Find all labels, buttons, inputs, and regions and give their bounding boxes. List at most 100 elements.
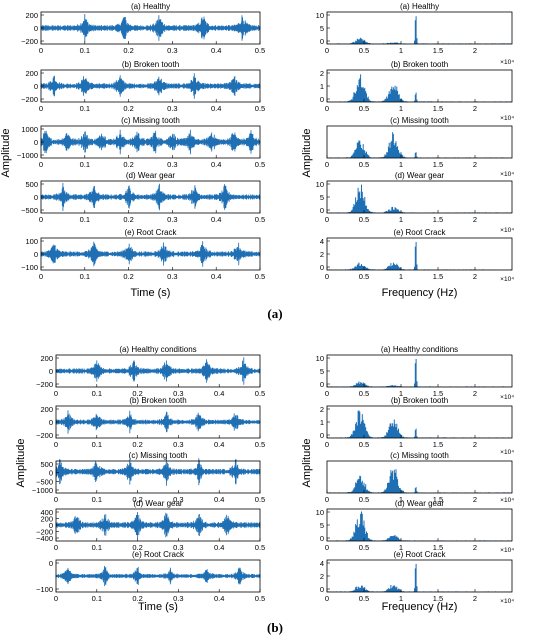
y-tick-label: −400 <box>36 534 53 543</box>
y-tick-label: 5 <box>320 193 324 202</box>
x-tick-label: 1.5 <box>433 160 443 169</box>
y-tick-label: 2 <box>320 69 324 78</box>
y-tick-label: 400 <box>40 508 53 517</box>
spectrum-bars <box>326 132 512 158</box>
panel-b-frequency-2: (b) Broken tooth 2 1 00 0.5 1 1.5 2 ×10⁴ <box>320 396 514 456</box>
y-tick-label: 4 <box>320 237 324 246</box>
y-axis-label: Amplitude <box>0 129 12 178</box>
signal-trace <box>55 511 261 539</box>
panel-title: (c) Missing tooth <box>390 116 449 125</box>
panel-b-frequency-4: (d) Wear gear 10 5 00 0.5 1 1.5 2 ×10⁴ <box>316 499 515 554</box>
y-tick-label: 5 <box>320 367 324 376</box>
x-tick-label: 0 <box>39 46 43 55</box>
x-tick-label: 1 <box>399 495 403 504</box>
y-tick-label: 1 <box>320 418 324 427</box>
y-axis-label: Amplitude <box>15 439 27 488</box>
y-tick-label: 0 <box>320 380 324 389</box>
x-tick-label: 0.5 <box>359 389 369 398</box>
x-tick-label: 0.1 <box>80 215 90 224</box>
x-axis-label: Time (s) <box>138 601 178 613</box>
spectrum-bars <box>326 410 512 438</box>
spectrum-bars <box>326 16 512 44</box>
x-tick-label: 0 <box>325 440 329 449</box>
x-tick-label: 0.5 <box>359 543 369 552</box>
x-tick-label: 0.4 <box>214 389 224 398</box>
y-tick-label: −200 <box>36 380 53 389</box>
x-tick-label: 1.5 <box>433 594 443 603</box>
signal-trace <box>40 129 261 155</box>
x-tick-label: 0.5 <box>359 440 369 449</box>
y-tick-label: 0 <box>34 250 38 259</box>
y-tick-label: −100 <box>21 263 38 272</box>
y-tick-label: 0 <box>320 95 324 104</box>
x-tick-label: 0.3 <box>173 389 183 398</box>
y-tick-label: 200 <box>25 11 38 20</box>
y-tick-label: 0 <box>320 534 324 543</box>
y-tick-label: −200 <box>21 37 38 46</box>
x-tick-label: 0.5 <box>359 160 369 169</box>
x-tick-label: 1.5 <box>433 543 443 552</box>
y-tick-label: 0 <box>49 521 53 530</box>
x-tick-label: 1 <box>399 440 403 449</box>
x-tick-label: 2 <box>473 543 477 552</box>
panel-title: (d) Wear gear <box>395 171 445 180</box>
x-tick-label: 0 <box>39 272 43 281</box>
panel-title: (d) Wear gear <box>126 171 176 180</box>
x-tick-label: 0.4 <box>214 594 224 603</box>
y-tick-label: 500 <box>40 460 53 469</box>
x-tick-label: 0.5 <box>359 272 369 281</box>
x-tick-label: 1 <box>399 272 403 281</box>
x-tick-label: 2 <box>473 440 477 449</box>
x-multiplier: ×10⁴ <box>500 115 514 122</box>
y-tick-label: −200 <box>36 431 53 440</box>
panel-a-frequency-2: (b) Broken tooth 2 1 00 0.5 1 1.5 2 ×10⁴ <box>320 60 514 122</box>
x-tick-label: 1.5 <box>433 104 443 113</box>
y-tick-label: −1000 <box>17 151 38 160</box>
x-tick-label: 1 <box>399 594 403 603</box>
x-tick-label: 0.5 <box>359 46 369 55</box>
x-tick-label: 0.4 <box>211 272 221 281</box>
y-tick-label: 0 <box>320 37 324 46</box>
y-tick-label: 200 <box>40 354 53 363</box>
x-tick-label: 0.2 <box>123 272 133 281</box>
x-tick-label: 0.5 <box>359 594 369 603</box>
panel-title: (a) Healthy conditions <box>381 345 458 354</box>
y-tick-label: 100 <box>25 237 38 246</box>
panel-title: (b) Broken tooth <box>391 396 448 405</box>
x-tick-label: 0.5 <box>255 104 265 113</box>
x-tick-label: 1.5 <box>433 46 443 55</box>
x-tick-label: 1.5 <box>433 215 443 224</box>
x-tick-label: 1 <box>399 160 403 169</box>
x-tick-label: 0.1 <box>92 495 102 504</box>
x-tick-label: 0.4 <box>211 160 221 169</box>
y-tick-label: −200 <box>36 528 53 537</box>
x-tick-label: 1 <box>399 46 403 55</box>
y-axis-label: Amplitude <box>301 439 313 488</box>
panel-title: (b) Broken tooth <box>122 60 179 69</box>
x-tick-label: 0.2 <box>132 495 142 504</box>
x-tick-label: 0.1 <box>80 272 90 281</box>
y-tick-label: 10 <box>316 354 324 363</box>
spectrum-bars <box>326 511 512 541</box>
x-multiplier: ×10⁴ <box>500 547 514 554</box>
y-tick-label: 0 <box>49 367 53 376</box>
caption-a: (a) <box>267 306 283 321</box>
x-tick-label: 0.3 <box>167 104 177 113</box>
signal-trace <box>55 357 261 385</box>
y-tick-label: −500 <box>21 206 38 215</box>
y-tick-label: −500 <box>36 477 53 486</box>
x-tick-label: 0 <box>325 160 329 169</box>
panel-b-frequency-1: (a) Healthy conditions 10 5 00 0.5 1 1.5 2 ×10⁴ <box>316 345 515 401</box>
y-tick-label: 5 <box>320 521 324 530</box>
panel-title: (a) Healthy <box>400 2 439 11</box>
y-tick-label: 1000 <box>21 125 38 134</box>
x-tick-label: 0.5 <box>255 594 265 603</box>
y-tick-label: 0 <box>49 418 53 427</box>
y-tick-label: 2 <box>320 405 324 414</box>
